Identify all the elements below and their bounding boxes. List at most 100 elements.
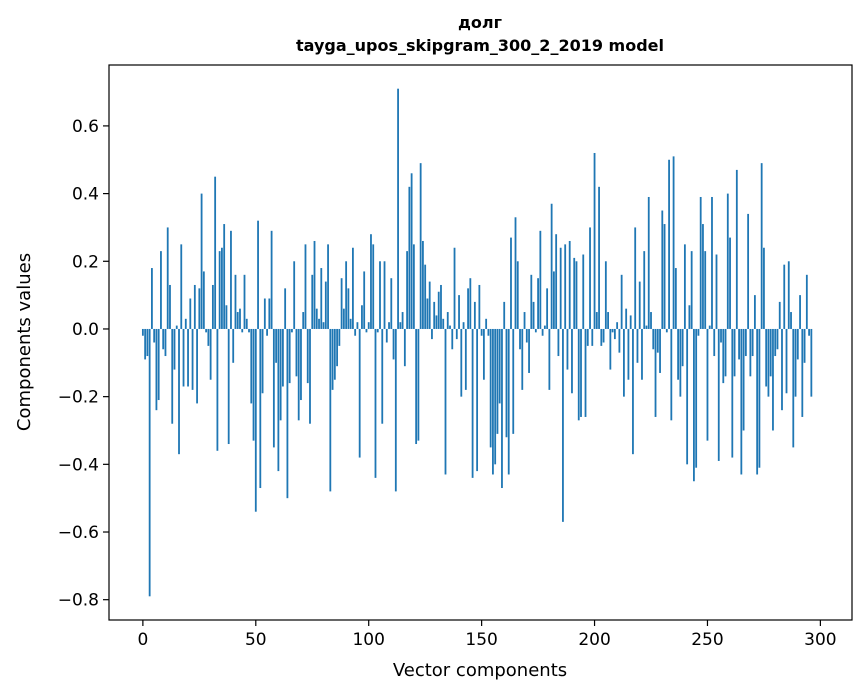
bar-258 [724,328,727,377]
bar-139 [455,328,458,340]
bar-24 [196,328,198,404]
bar-275 [763,247,765,329]
bar-153 [487,328,490,336]
x-tick-label: 200 [578,630,610,650]
bar-82 [327,244,329,329]
bar-93 [351,247,354,329]
bar-118 [408,186,411,329]
bar-194 [580,328,582,417]
y-axis-label: Components values [14,253,35,431]
bar-288 [792,328,795,448]
bar-167 [519,328,521,350]
bar-229 [659,328,661,373]
bar-50 [254,328,257,512]
bar-21 [189,298,192,329]
bar-236 [674,268,677,329]
bars-group [141,88,813,597]
bar-41 [234,274,237,329]
bar-217 [632,328,634,455]
bar-45 [243,274,246,329]
bar-121 [415,328,418,445]
bar-33 [216,328,219,451]
bar-230 [661,210,664,329]
bar-205 [604,261,607,329]
bar-109 [388,322,390,329]
bar-294 [805,274,808,329]
bar-111 [392,328,395,360]
bar-252 [711,196,713,329]
bar-56 [268,298,271,329]
bar-48 [250,328,253,404]
bar-242 [688,305,691,329]
bar-279 [772,328,774,431]
y-tick-label: 0.6 [72,117,99,137]
bar-233 [668,159,670,329]
bar-179 [546,288,549,329]
bar-246 [697,328,700,336]
bar-231 [663,224,666,329]
bar-267 [744,328,747,357]
bar-227 [654,328,657,417]
x-tick-label: 50 [245,630,267,650]
bar-197 [586,328,589,346]
bar-192 [575,261,578,329]
bar-232 [665,328,668,333]
x-tick-label: 150 [465,630,497,650]
bar-146 [471,328,474,478]
bar-234 [670,328,673,421]
bar-5 [153,328,156,343]
bar-95 [356,322,359,329]
bar-269 [749,328,752,377]
x-tick-label: 100 [352,630,384,650]
y-tick-label: 0.2 [72,252,99,272]
bar-34 [218,251,221,329]
bar-245 [695,328,698,468]
bar-3 [148,328,151,597]
bar-104 [376,328,379,333]
bar-37 [225,305,228,329]
bar-96 [358,328,361,458]
chart-title: долг [458,13,502,32]
bar-286 [787,261,790,329]
bar-128 [431,328,433,340]
bar-60 [277,328,280,472]
bar-201 [595,312,598,329]
bar-66 [291,328,293,333]
bar-14 [173,328,176,370]
bar-10 [164,328,167,357]
bar-25 [198,288,201,329]
bar-159 [501,328,503,489]
bar-8 [160,251,162,329]
bar-175 [537,278,539,329]
bar-196 [584,328,587,417]
bar-98 [363,271,366,329]
bar-271 [753,295,756,329]
bar-293 [803,328,806,363]
bar-260 [729,237,731,329]
bar-42 [236,312,239,329]
bar-163 [510,237,512,329]
bar-113 [397,88,399,329]
bar-137 [451,328,454,350]
bar-162 [507,328,510,475]
bar-0 [141,328,144,336]
bar-140 [458,295,460,329]
bar-81 [324,281,327,329]
bar-183 [555,234,558,329]
bar-63 [284,288,287,329]
bar-285 [785,328,788,394]
bar-12 [169,284,171,329]
bar-261 [731,328,734,458]
bar-89 [342,308,345,329]
bar-268 [747,213,750,329]
bar-2 [146,328,149,357]
bar-221 [641,328,643,380]
bar-92 [349,318,352,329]
bar-276 [765,328,768,387]
bar-4 [151,268,153,329]
bar-120 [412,244,415,329]
bar-259 [726,193,729,329]
bar-94 [354,328,357,336]
bar-59 [275,328,278,363]
bar-122 [417,328,420,441]
